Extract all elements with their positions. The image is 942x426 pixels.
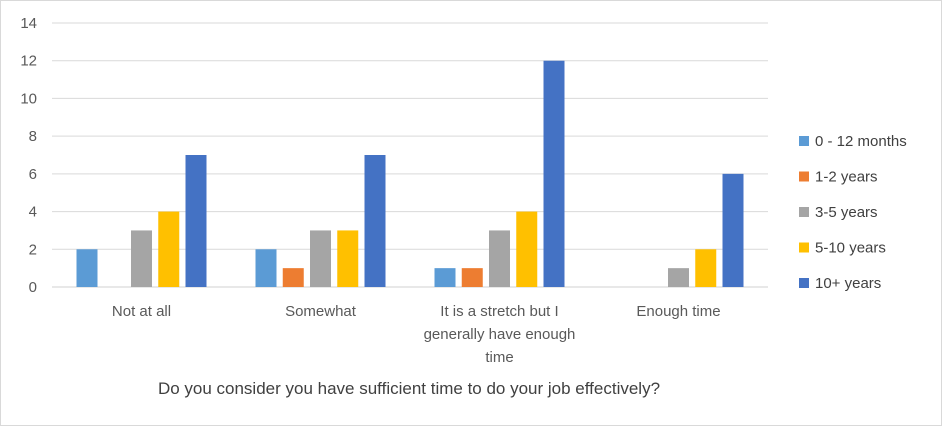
y-tick-label: 10 <box>20 90 37 107</box>
bar <box>185 155 207 287</box>
y-tick-label: 2 <box>29 241 37 258</box>
y-tick-label: 6 <box>29 166 37 183</box>
bar <box>255 249 277 287</box>
bar <box>695 249 717 287</box>
x-tick-label: Enough time <box>636 303 720 320</box>
x-tick-label: It is a stretch but I <box>440 303 558 320</box>
bar <box>131 230 152 287</box>
y-tick-label: 12 <box>20 53 37 70</box>
x-tick-label: time <box>485 349 513 366</box>
bar <box>434 268 456 287</box>
bar <box>461 268 483 287</box>
legend-label: 0 - 12 months <box>815 133 907 150</box>
legend-swatch <box>799 171 809 182</box>
bar <box>282 268 304 287</box>
y-tick-label: 14 <box>20 15 37 32</box>
bar <box>668 268 689 287</box>
x-tick-label: Somewhat <box>285 303 357 320</box>
legend-label: 5-10 years <box>815 240 886 257</box>
bar <box>364 155 386 287</box>
legend-swatch <box>799 136 809 146</box>
bars <box>76 60 744 287</box>
x-axis-title: Do you consider you have sufficient time… <box>158 379 660 398</box>
y-tick-label: 0 <box>29 279 37 296</box>
legend: 0 - 12 months 1-2 years 3-5 years 5-10 year… <box>799 133 907 292</box>
bar <box>722 173 744 287</box>
legend-swatch <box>799 207 809 217</box>
bar <box>337 230 359 287</box>
bar <box>543 60 565 287</box>
legend-label: 3-5 years <box>815 204 878 221</box>
x-axis-labels: Not at all Somewhat It is a stretch but I g… <box>112 303 721 366</box>
bar <box>310 230 331 287</box>
bar <box>158 211 180 287</box>
x-tick-label: generally have enough <box>424 326 576 343</box>
legend-label: 1-2 years <box>815 169 878 186</box>
legend-swatch <box>799 242 809 253</box>
bar <box>489 230 510 287</box>
legend-swatch <box>799 278 809 288</box>
y-tick-label: 4 <box>29 204 37 221</box>
y-axis-ticks: 0 2 4 6 8 10 12 14 <box>20 15 37 296</box>
x-tick-label: Not at all <box>112 303 171 320</box>
y-tick-label: 8 <box>29 128 37 145</box>
bar <box>516 211 538 287</box>
legend-label: 10+ years <box>815 275 881 292</box>
bar <box>76 249 98 287</box>
